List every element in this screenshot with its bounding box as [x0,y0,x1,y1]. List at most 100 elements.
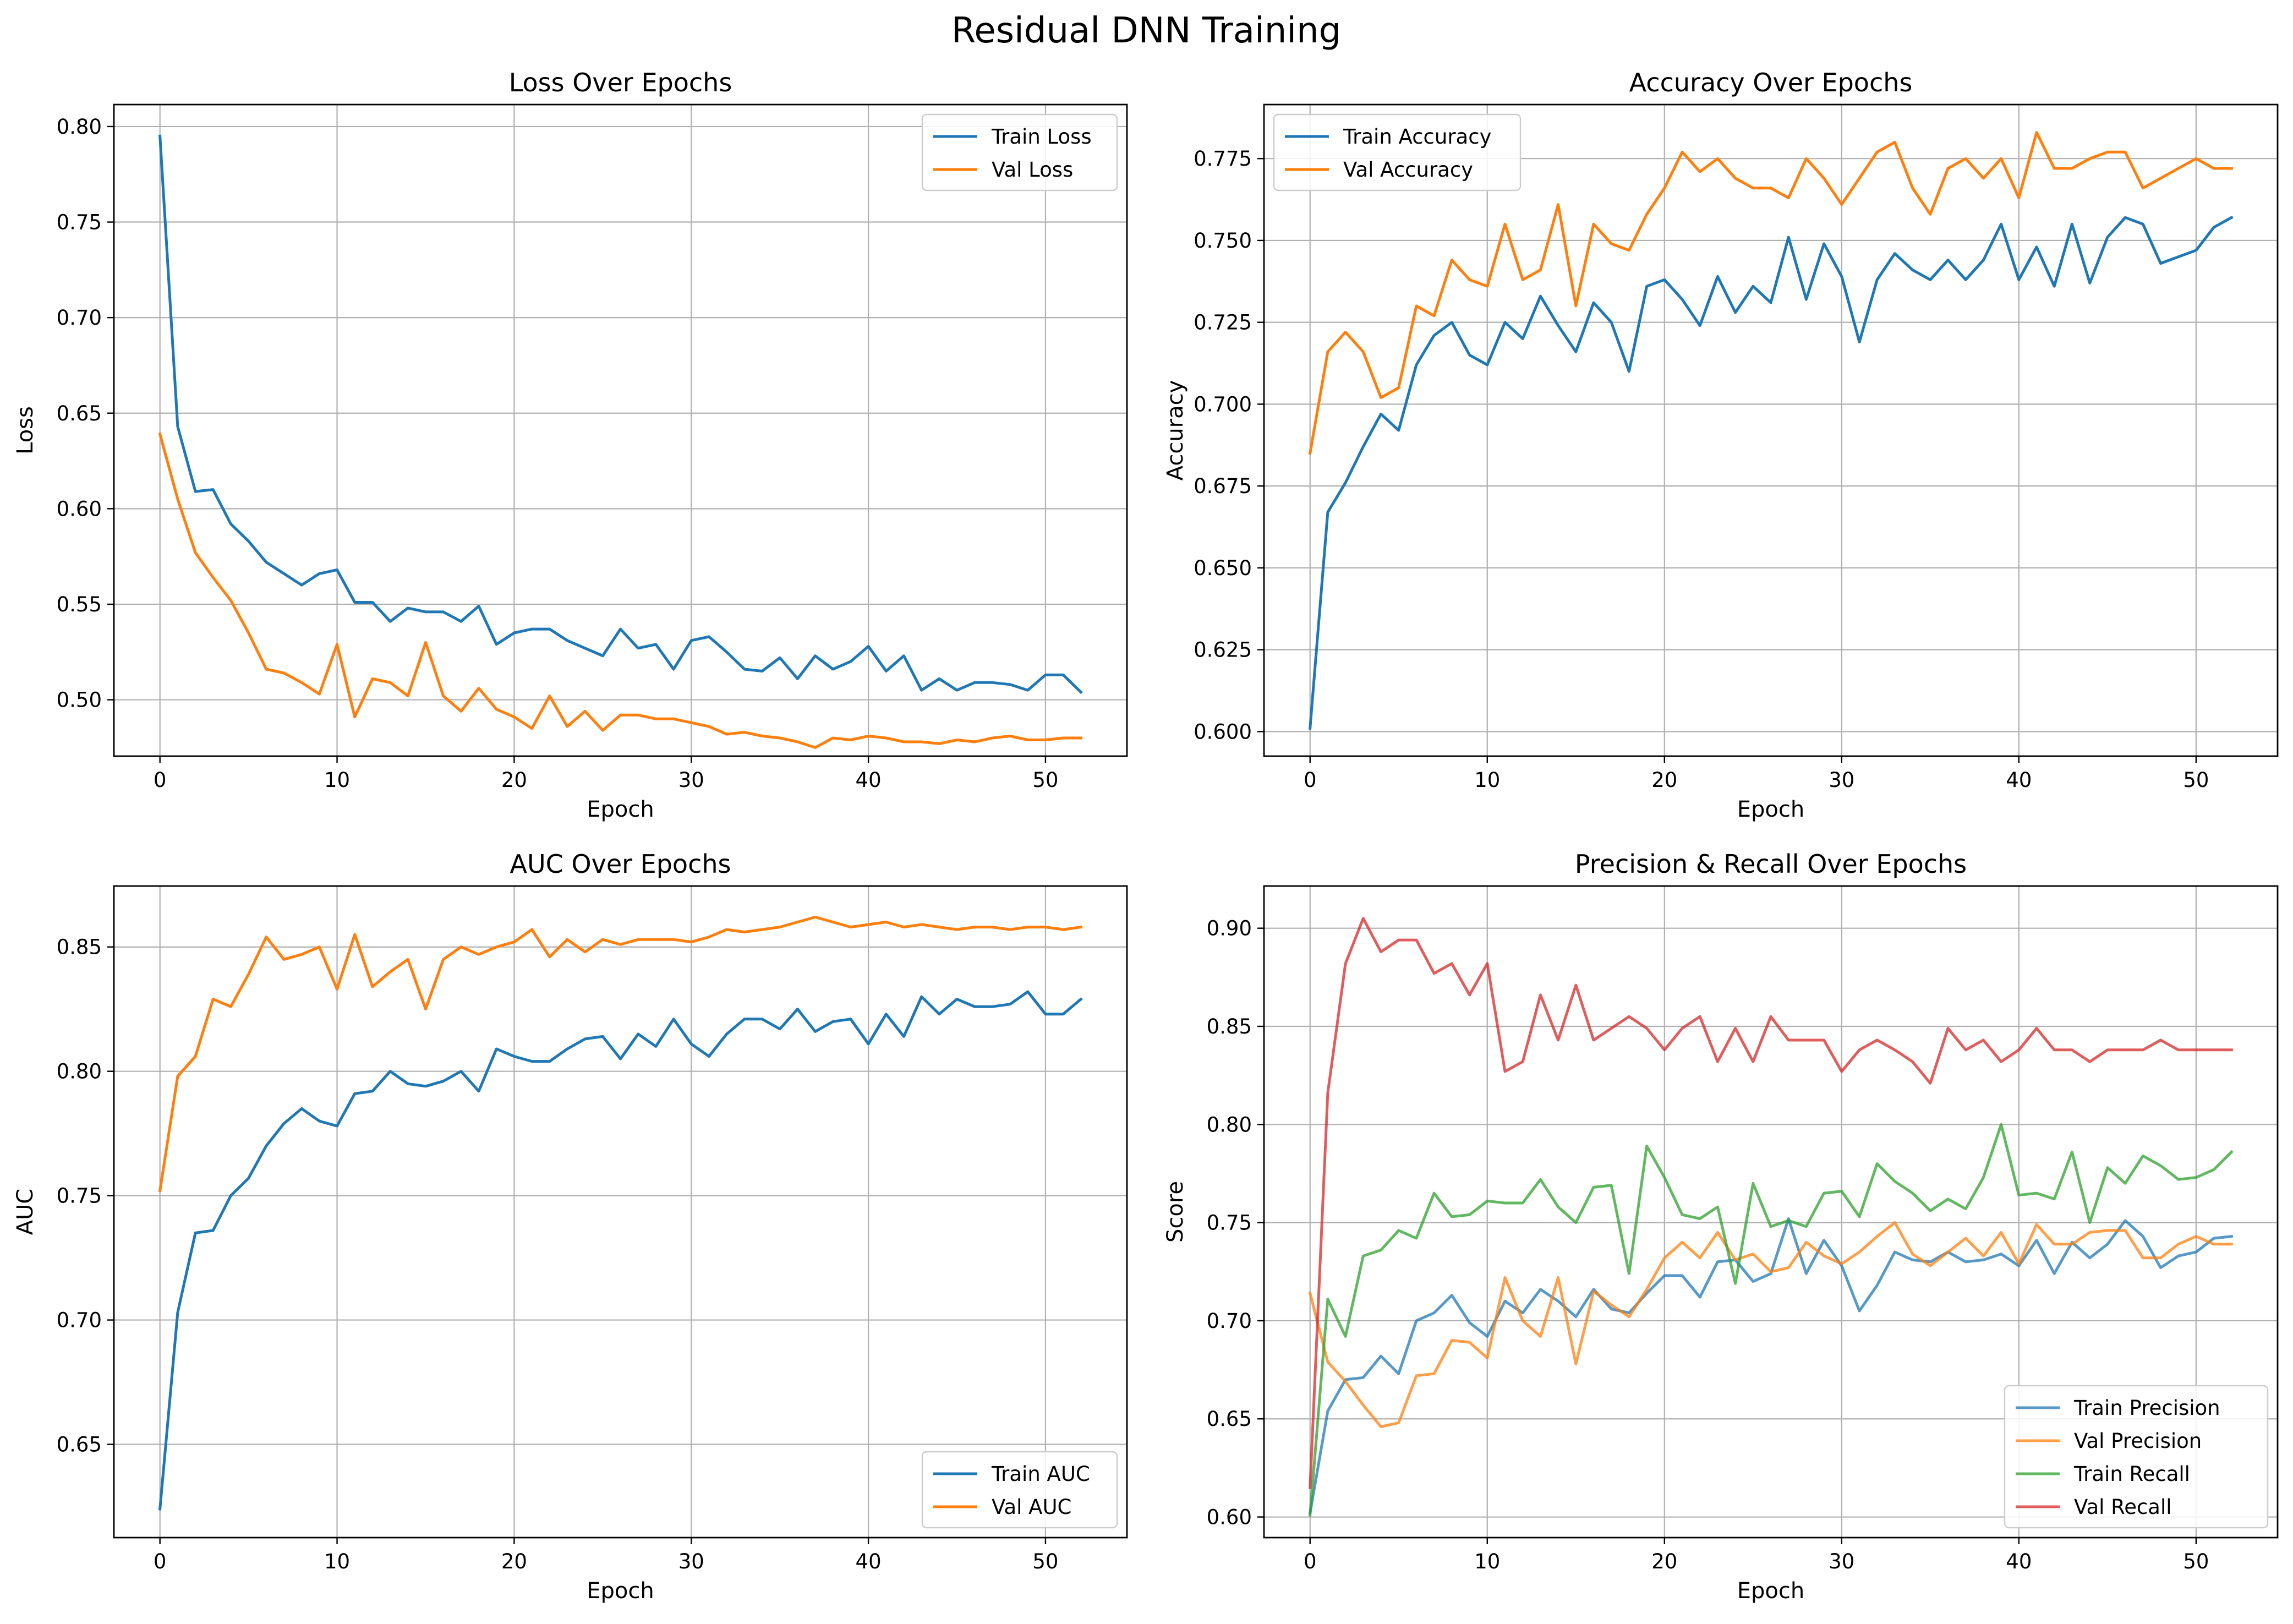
series-line-train-recall [1309,1123,2234,1517]
series-line-val-loss [158,432,1082,749]
y-tick-label: 0.65 [57,1433,102,1457]
y-tick-label: 0.725 [1194,311,1252,335]
subplot-auc: 0 10 20 30 40 50 0.65 0.70 0.75 0.80 0.85 AUC Over … [13,849,1128,1604]
subplot-loss: 0 10 20 30 40 50 0.50 0.55 0.60 0.65 0.70 0.75 0.80 L… [13,68,1128,822]
axes-frame [1263,885,2279,1539]
legend: Train Loss Val Loss [921,113,1118,192]
subplot-title: Accuracy Over Epochs [1629,68,1913,97]
legend: Train AUC Val AUC [921,1451,1118,1529]
x-tick-label: 20 [501,768,527,792]
y-tick-label: 0.75 [57,211,102,234]
y-tick-label: 0.65 [57,402,102,425]
legend: Train Precision Val Precision Train Recall… [2004,1385,2269,1529]
y-tick-label: 0.60 [57,497,102,521]
y-axis-label: Score [1163,1181,1188,1243]
y-tick-label: 0.750 [1194,229,1252,253]
y-tick-label: 0.75 [1207,1211,1252,1235]
x-axis-label: Epoch [1737,797,1804,822]
y-axis-label: AUC [13,1189,38,1235]
x-tick-label: 30 [1829,1550,1854,1573]
x-tick-label: 30 [678,768,704,792]
x-tick-label: 20 [501,1550,527,1573]
y-tick-label: 0.75 [57,1184,102,1208]
x-tick-label: 40 [856,1550,882,1573]
x-axis-label: Epoch [587,1578,654,1604]
x-tick-label: 50 [1032,1550,1058,1573]
y-tick-label: 0.70 [57,1309,102,1332]
x-tick-label: 30 [678,1550,704,1573]
subplot-precision_recall: 0 10 20 30 40 50 0.60 0.65 0.70 0.75 0.80 0.85 0.90 P… [1163,849,2279,1604]
x-tick-label: 10 [1474,768,1500,792]
legend-box [921,113,1118,192]
y-tick-label: 0.625 [1194,638,1252,662]
y-tick-label: 0.675 [1194,474,1252,498]
subplot-title: Loss Over Epochs [509,68,732,97]
x-tick-label: 50 [1032,768,1058,792]
y-tick-label: 0.70 [1207,1309,1252,1333]
series-line-train-loss [158,134,1083,695]
x-tick-label: 20 [1651,1550,1677,1573]
x-tick-label: 40 [2006,768,2032,792]
legend-box [1273,113,1522,192]
y-axis-label: Loss [13,406,38,455]
legend-entry: Train Precision [2073,1396,2220,1420]
x-tick-label: 30 [1829,768,1854,792]
legend-entry: Train Accuracy [1343,125,1491,149]
x-tick-label: 20 [1651,768,1677,792]
legend-entry: Train Recall [2073,1462,2190,1486]
legend-entry: Val AUC [992,1495,1071,1519]
y-tick-label: 0.50 [57,688,102,712]
x-tick-label: 40 [2006,1550,2032,1573]
legend-entry: Val Loss [992,158,1073,182]
y-tick-label: 0.60 [1207,1506,1252,1529]
x-tick-label: 10 [324,768,350,792]
y-tick-label: 0.65 [1207,1407,1252,1431]
x-tick-label: 50 [2183,1550,2209,1573]
series-line-train-accuracy [1309,215,2234,730]
figure-title: Residual DNN Training [951,10,1342,51]
subplot-accuracy: 0 10 20 30 40 50 0.600 0.625 0.650 0.675 0.700 0.72… [1163,68,2279,822]
series-line-train-precision [1308,1217,2234,1515]
series-line-val-accuracy [1308,131,2233,455]
subplot-title: Precision & Recall Over Epochs [1575,849,1967,879]
x-tick-label: 50 [2183,768,2209,792]
x-tick-label: 40 [856,768,882,792]
x-tick-label: 10 [324,1550,350,1573]
legend-entry: Train AUC [991,1462,1090,1486]
x-tick-label: 10 [1474,1550,1500,1573]
y-tick-label: 0.700 [1194,392,1252,416]
y-tick-label: 0.600 [1194,720,1252,743]
legend-entry: Val Precision [2074,1429,2202,1453]
series-line-val-recall [1309,917,2233,1489]
y-tick-label: 0.650 [1194,556,1252,580]
x-tick-label: 0 [154,1550,167,1573]
legend-box [2004,1385,2269,1529]
legend-box [921,1451,1118,1529]
axes-frame [113,103,1128,757]
y-tick-label: 0.55 [57,593,102,616]
y-tick-label: 0.80 [1207,1113,1252,1136]
legend-entry: Val Recall [2074,1495,2172,1519]
x-axis-label: Epoch [587,797,654,822]
y-tick-label: 0.80 [57,1060,102,1084]
legend-entry: Train Loss [991,125,1092,149]
y-tick-label: 0.775 [1194,147,1252,171]
series-line-train-auc [158,990,1083,1511]
series-line-val-precision [1308,1221,2233,1428]
x-tick-label: 0 [154,768,167,792]
y-tick-label: 0.90 [1207,917,1252,941]
subplot-title: AUC Over Epochs [510,849,731,879]
y-tick-label: 0.70 [57,306,102,330]
legend: Train Accuracy Val Accuracy [1273,113,1522,192]
y-tick-label: 0.80 [57,115,102,139]
axes-frame [113,885,1128,1539]
y-tick-label: 0.85 [57,936,102,959]
subplots-container: 0 10 20 30 40 50 0.50 0.55 0.60 0.65 0.70 0.75 0.80 L… [13,68,2279,1604]
y-tick-label: 0.85 [1207,1015,1252,1038]
legend-entry: Val Accuracy [1343,158,1473,182]
x-tick-label: 0 [1304,1550,1317,1573]
series-line-val-auc [158,916,1083,1193]
y-axis-label: Accuracy [1163,380,1188,481]
